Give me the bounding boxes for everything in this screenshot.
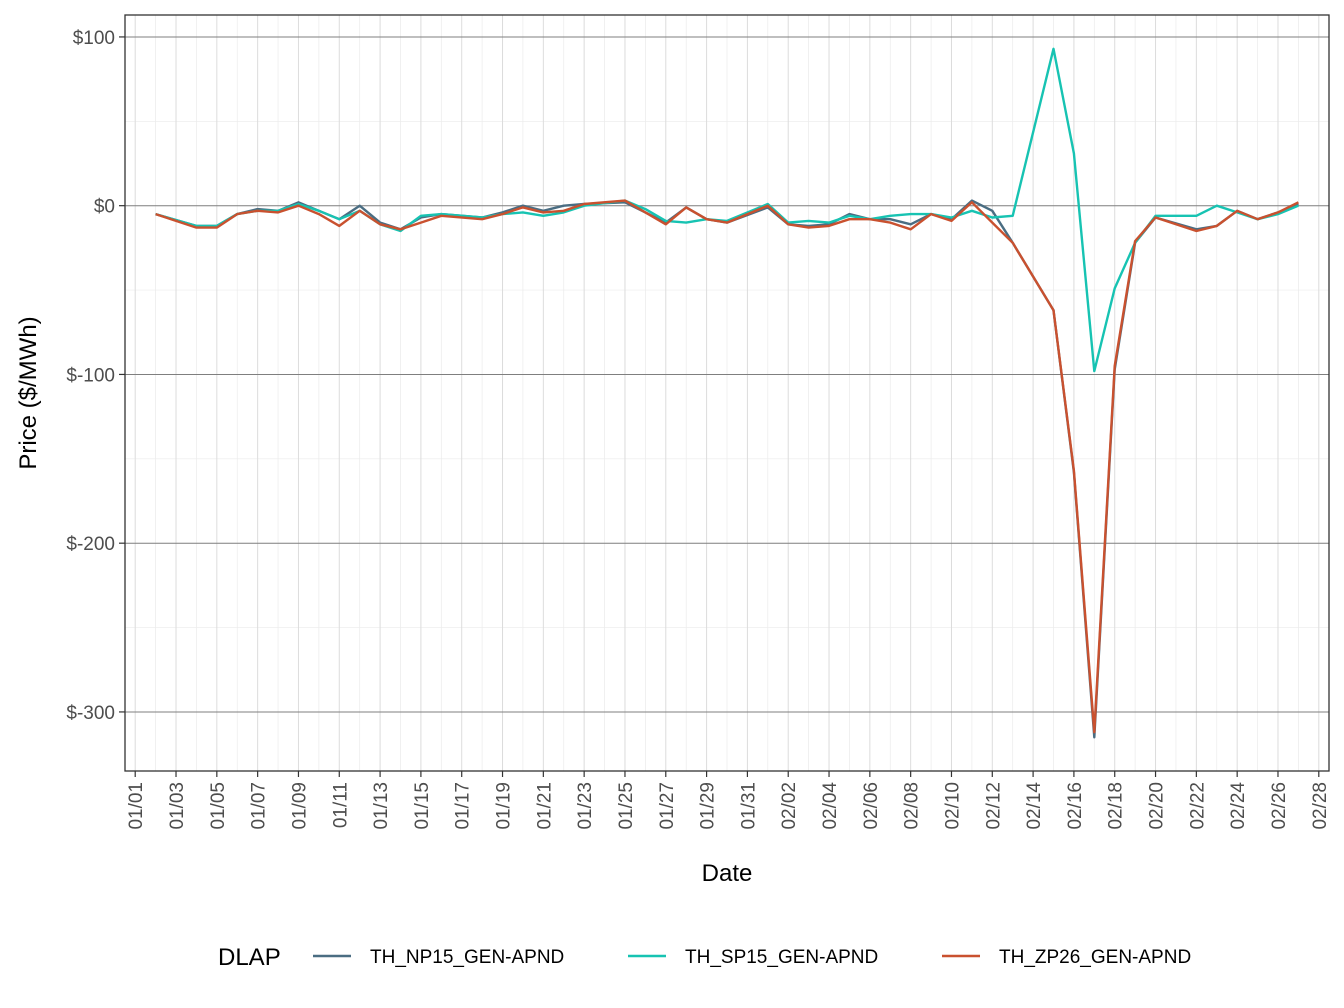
x-tick-label: 01/27 <box>657 782 678 830</box>
x-tick-label: 01/19 <box>494 782 515 830</box>
x-tick-label: 02/26 <box>1269 782 1290 830</box>
x-tick-label: 01/23 <box>575 782 596 830</box>
x-tick-label: 02/06 <box>861 782 882 830</box>
x-tick-label: 01/31 <box>738 782 759 830</box>
x-tick-label: 01/05 <box>208 782 229 830</box>
x-tick-label: 01/11 <box>330 782 351 828</box>
legend-title: DLAP <box>218 944 281 971</box>
x-tick-label: 02/18 <box>1106 782 1127 830</box>
x-tick-label: 02/28 <box>1310 782 1331 830</box>
x-tick-label: 02/20 <box>1147 782 1168 830</box>
x-tick-label: 02/14 <box>1024 782 1045 830</box>
plot-border <box>124 14 1330 772</box>
x-tick-label: 02/02 <box>779 782 800 830</box>
series-line-th_zp26_gen-apnd <box>155 199 1299 734</box>
x-tick-label: 01/03 <box>167 782 188 830</box>
x-tick-label: 01/09 <box>289 782 310 830</box>
y-tick-label: $-300 <box>66 703 115 724</box>
y-tick-label: $100 <box>73 28 115 49</box>
data-series <box>155 47 1299 739</box>
y-tick-label: $-100 <box>66 365 115 386</box>
legend: DLAP TH_NP15_GEN-APND TH_SP15_GEN-APND T… <box>218 944 1191 971</box>
x-tick-label: 01/01 <box>126 782 147 830</box>
x-tick-label: 01/25 <box>616 782 637 830</box>
axes: 01/01 01/03 01/05 01/07 01/09 01/11 01/13 01/15… <box>66 28 1330 830</box>
x-tick-label: 02/22 <box>1187 782 1208 830</box>
legend-label-zp26: TH_ZP26_GEN-APND <box>999 947 1191 968</box>
x-tick-label: 02/16 <box>1065 782 1086 830</box>
x-tick-label: 02/08 <box>902 782 923 830</box>
legend-label-np15: TH_NP15_GEN-APND <box>370 947 564 968</box>
x-tick-label: 02/12 <box>983 782 1004 830</box>
y-axis-title: Price ($/MWh) <box>15 316 42 469</box>
x-tick-label: 01/29 <box>698 782 719 830</box>
x-tick-label: 01/17 <box>453 782 474 830</box>
legend-label-sp15: TH_SP15_GEN-APND <box>685 947 878 968</box>
y-tick-label: $0 <box>94 197 115 218</box>
x-axis-title: Date <box>702 860 753 887</box>
y-tick-label: $-200 <box>66 534 115 555</box>
x-tick-label: 01/13 <box>371 782 392 830</box>
x-tick-label: 02/10 <box>942 782 963 830</box>
series-line-th_sp15_gen-apnd <box>155 47 1299 373</box>
x-tick-label: 01/15 <box>412 782 433 830</box>
x-tick-label: 01/07 <box>249 782 270 830</box>
x-tick-label: 01/21 <box>534 782 555 830</box>
x-tick-label: 02/24 <box>1228 782 1249 830</box>
x-tick-label: 02/04 <box>820 782 841 830</box>
